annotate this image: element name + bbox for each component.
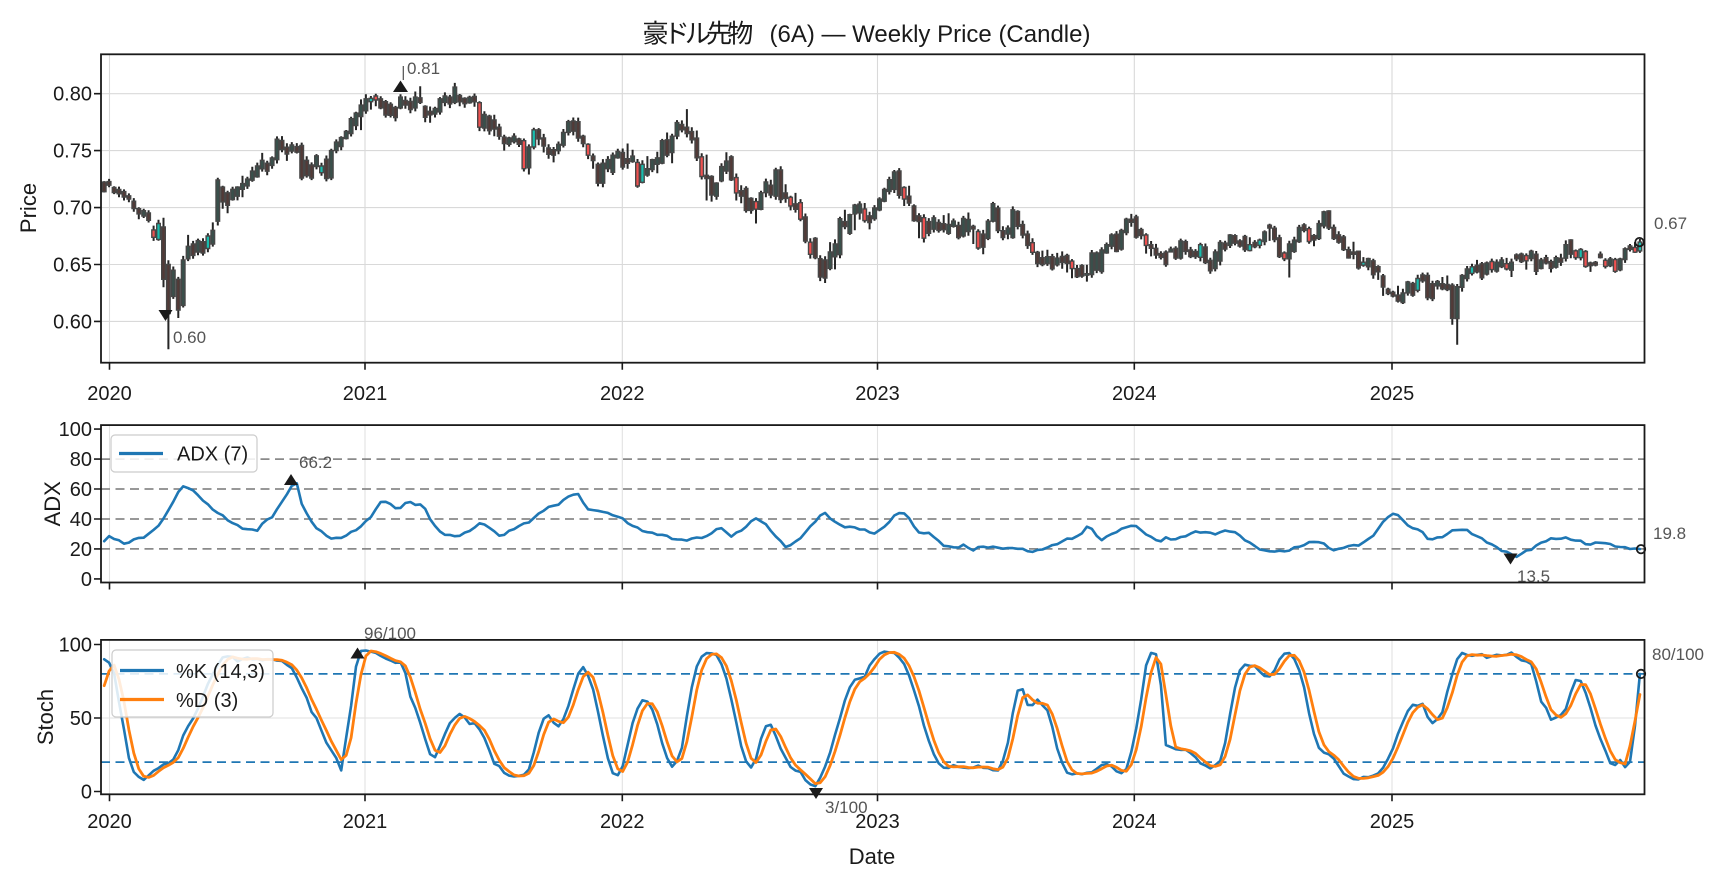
svg-text:0: 0 (81, 782, 92, 804)
svg-text:0.70: 0.70 (53, 198, 92, 220)
svg-text:%K (14,3): %K (14,3) (176, 661, 265, 683)
svg-text:2024: 2024 (1112, 383, 1157, 405)
svg-text:2021: 2021 (343, 811, 388, 833)
svg-text:2023: 2023 (855, 811, 900, 833)
svg-text:100: 100 (59, 635, 92, 657)
svg-text:0.60: 0.60 (53, 311, 92, 333)
svg-text:40: 40 (70, 509, 92, 531)
svg-text:2025: 2025 (1370, 811, 1415, 833)
svg-text:2020: 2020 (87, 811, 132, 833)
svg-text:0.75: 0.75 (53, 141, 92, 163)
svg-text:0.65: 0.65 (53, 255, 92, 277)
svg-text:2025: 2025 (1370, 383, 1415, 405)
svg-text:60: 60 (70, 479, 92, 501)
svg-text:0.81: 0.81 (407, 59, 440, 78)
svg-text:20: 20 (70, 539, 92, 561)
svg-text:2022: 2022 (600, 811, 645, 833)
svg-text:%D (3): %D (3) (176, 690, 238, 712)
svg-text:Date: Date (849, 844, 895, 869)
svg-text:Price: Price (16, 183, 41, 233)
svg-text:50: 50 (70, 708, 92, 730)
svg-text:3/100: 3/100 (825, 798, 868, 817)
svg-text:100: 100 (59, 419, 92, 441)
svg-text:(6A) — Weekly Price (Candle): (6A) — Weekly Price (Candle) (770, 21, 1091, 48)
svg-text:96/100: 96/100 (364, 624, 416, 643)
svg-text:Stoch: Stoch (33, 689, 58, 745)
svg-text:2023: 2023 (855, 383, 900, 405)
svg-text:13.5: 13.5 (1517, 567, 1550, 586)
svg-text:0: 0 (81, 569, 92, 591)
svg-text:0.60: 0.60 (173, 328, 206, 347)
svg-text:2021: 2021 (343, 383, 388, 405)
svg-text:0.67: 0.67 (1654, 214, 1687, 233)
svg-text:ADX (7): ADX (7) (177, 444, 248, 466)
svg-text:0.80: 0.80 (53, 84, 92, 106)
svg-text:ADX: ADX (40, 481, 65, 527)
svg-text:2024: 2024 (1112, 811, 1157, 833)
svg-text:80: 80 (70, 449, 92, 471)
svg-text:2022: 2022 (600, 383, 645, 405)
svg-text:80/100: 80/100 (1652, 645, 1704, 664)
svg-text:2020: 2020 (87, 383, 132, 405)
svg-text:19.8: 19.8 (1653, 524, 1686, 543)
svg-text:66.2: 66.2 (299, 453, 332, 472)
